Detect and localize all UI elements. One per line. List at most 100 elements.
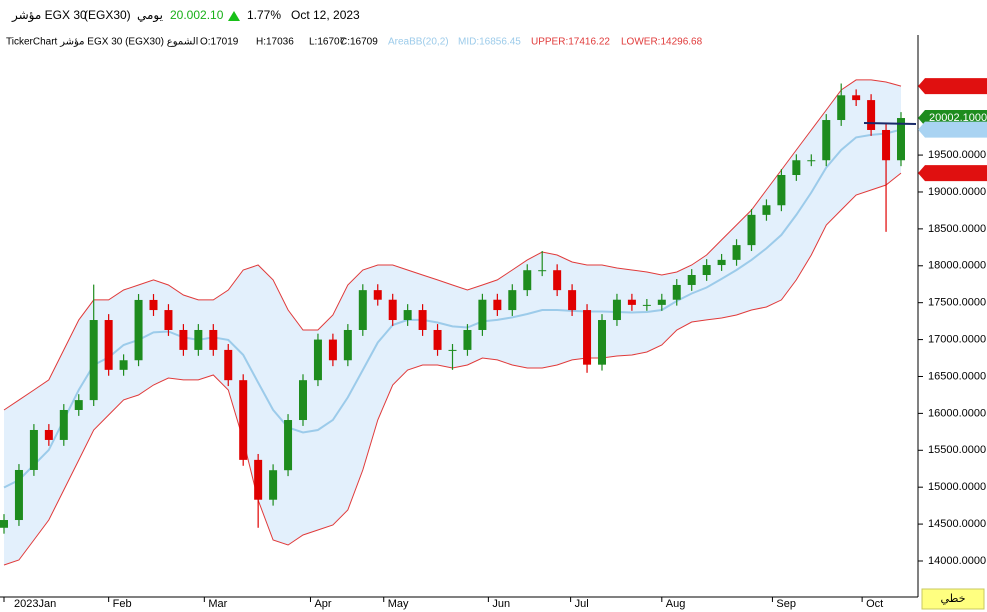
candle-body bbox=[508, 290, 517, 311]
candle-body bbox=[254, 459, 263, 500]
x-tick-label: Mar bbox=[208, 598, 227, 610]
x-tick-label: Apr bbox=[314, 598, 331, 610]
candle-body bbox=[224, 349, 233, 381]
candle-body bbox=[687, 275, 696, 285]
candle-body bbox=[463, 329, 472, 350]
mid-band bbox=[3, 128, 902, 489]
candle-body bbox=[822, 120, 831, 161]
candle-body bbox=[373, 290, 382, 300]
legend-indicator: AreaBB(20,2) bbox=[388, 37, 449, 48]
candle-body bbox=[612, 299, 621, 321]
legend-mid: MID:16856.45 bbox=[458, 37, 521, 48]
y-tick-label: 17500.0000 bbox=[928, 297, 986, 309]
x-tick-label: Feb bbox=[113, 598, 132, 610]
candle-body bbox=[328, 339, 337, 361]
legend-open: O:17019 bbox=[200, 37, 239, 48]
candle-body bbox=[762, 205, 771, 215]
y-tick-label: 14500.0000 bbox=[928, 518, 986, 530]
candle-body bbox=[134, 299, 143, 361]
candle-body bbox=[194, 329, 203, 350]
price-tag bbox=[918, 165, 987, 182]
candle-body bbox=[89, 320, 98, 401]
candle-body bbox=[882, 129, 891, 161]
y-tick-label: 16000.0000 bbox=[928, 407, 986, 419]
candle-body bbox=[74, 400, 83, 410]
candle-body bbox=[777, 175, 786, 206]
y-tick-label: 15500.0000 bbox=[928, 444, 986, 456]
period: يومي bbox=[137, 8, 163, 23]
candle-body bbox=[284, 420, 293, 471]
chart-type-label[interactable]: خطي bbox=[941, 593, 966, 605]
candle-body bbox=[14, 469, 23, 521]
x-tick-label: Jun bbox=[492, 598, 510, 610]
price: 20.002.10 bbox=[170, 8, 224, 22]
candle-body bbox=[343, 329, 352, 361]
candle-body bbox=[59, 409, 68, 440]
x-tick-label: Jul bbox=[575, 598, 589, 610]
candle-body bbox=[837, 95, 846, 121]
candle-body bbox=[164, 310, 173, 330]
candle-body bbox=[239, 380, 248, 460]
candle-body bbox=[119, 360, 128, 370]
candle-body bbox=[852, 95, 861, 101]
y-tick-label: 18000.0000 bbox=[928, 260, 986, 272]
candle-body bbox=[478, 299, 487, 330]
candle-body bbox=[657, 299, 666, 305]
candle-body bbox=[627, 299, 636, 305]
y-tick-label: 17000.0000 bbox=[928, 333, 986, 345]
chart-type-button[interactable] bbox=[921, 588, 985, 610]
candle-body bbox=[269, 470, 278, 500]
change: 1.77% bbox=[247, 8, 281, 22]
candle-body bbox=[553, 270, 562, 291]
candle-body bbox=[702, 265, 711, 276]
candle-body bbox=[313, 339, 322, 381]
x-tick-label: May bbox=[388, 598, 409, 610]
candle-body bbox=[867, 100, 876, 130]
legend-low: L:16707 bbox=[309, 37, 346, 48]
candle-body bbox=[642, 304, 651, 306]
y-tick-label: 19000.0000 bbox=[928, 186, 986, 198]
candle-body bbox=[299, 380, 307, 421]
x-tick-label: Oct bbox=[866, 598, 883, 610]
candle-body bbox=[717, 259, 726, 266]
candle-body bbox=[358, 290, 367, 330]
candle-body bbox=[0, 520, 8, 528]
candle-body bbox=[523, 270, 532, 291]
trend-line bbox=[863, 122, 917, 125]
candle-body bbox=[792, 160, 801, 176]
y-tick-label: 14000.0000 bbox=[928, 555, 986, 567]
y-tick-label: 18500.0000 bbox=[928, 223, 986, 235]
candle-body bbox=[44, 429, 53, 440]
candle-body bbox=[149, 299, 158, 311]
x-tick-label: 2023Jan bbox=[14, 598, 56, 610]
candle-body bbox=[897, 118, 905, 161]
candle-body bbox=[179, 329, 188, 350]
plot: TickerChart bbox=[0, 79, 905, 566]
legend-lower: LOWER:14296.68 bbox=[621, 37, 703, 48]
y-tick-label: 19500.0000 bbox=[928, 149, 986, 161]
candle-body bbox=[104, 320, 113, 370]
candle-body bbox=[403, 310, 412, 321]
legend-high: H:17036 bbox=[256, 37, 294, 48]
candle-body bbox=[672, 284, 681, 300]
candle-body bbox=[433, 329, 442, 350]
y-tick-label: 16500.0000 bbox=[928, 370, 986, 382]
y-tick-label: 15000.0000 bbox=[928, 481, 986, 493]
candle-body bbox=[493, 299, 502, 311]
candle-body bbox=[448, 349, 457, 351]
candle-body bbox=[209, 329, 218, 350]
date: Oct 12, 2023 bbox=[291, 8, 360, 22]
candle-body bbox=[568, 290, 577, 311]
legend-close: C:16709 bbox=[340, 37, 378, 48]
x-tick-label: Aug bbox=[666, 598, 686, 610]
candle-body bbox=[583, 310, 592, 365]
candle-body bbox=[418, 310, 427, 330]
legend-upper: UPPER:17416.22 bbox=[531, 37, 610, 48]
x-tick-label: Sep bbox=[776, 598, 796, 610]
symbol: (EGX30) bbox=[84, 8, 131, 22]
price-tag-label: 20002.1000 bbox=[929, 112, 987, 124]
index-name: مؤشر EGX 30 bbox=[11, 8, 87, 23]
candle-body bbox=[538, 270, 547, 272]
